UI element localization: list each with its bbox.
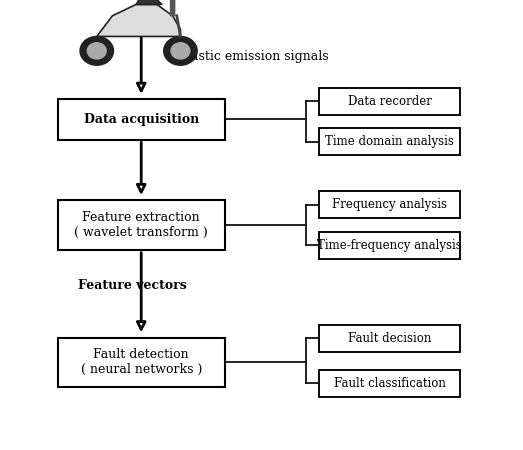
FancyBboxPatch shape: [319, 325, 460, 352]
Text: Time-frequency analysis: Time-frequency analysis: [317, 239, 462, 252]
FancyArrow shape: [168, 0, 177, 16]
FancyBboxPatch shape: [319, 88, 460, 115]
Polygon shape: [136, 0, 162, 4]
Circle shape: [164, 36, 197, 65]
Text: Feature vectors: Feature vectors: [78, 279, 187, 292]
Circle shape: [171, 43, 190, 59]
Text: Acoustic emission signals: Acoustic emission signals: [167, 50, 329, 63]
Text: Data acquisition: Data acquisition: [84, 113, 199, 126]
Circle shape: [87, 43, 106, 59]
FancyBboxPatch shape: [58, 338, 225, 387]
FancyBboxPatch shape: [319, 128, 460, 155]
FancyBboxPatch shape: [319, 191, 460, 218]
Polygon shape: [97, 4, 180, 36]
FancyBboxPatch shape: [319, 232, 460, 259]
FancyBboxPatch shape: [58, 200, 225, 250]
Text: Fault decision: Fault decision: [348, 332, 431, 345]
Text: Data recorder: Data recorder: [348, 95, 431, 108]
Text: Fault detection
( neural networks ): Fault detection ( neural networks ): [81, 348, 202, 376]
FancyBboxPatch shape: [58, 99, 225, 140]
Text: Feature extraction
( wavelet transform ): Feature extraction ( wavelet transform ): [74, 211, 208, 239]
Text: Time domain analysis: Time domain analysis: [325, 135, 454, 148]
Text: Frequency analysis: Frequency analysis: [332, 198, 447, 211]
FancyBboxPatch shape: [319, 370, 460, 397]
Circle shape: [80, 36, 113, 65]
Text: Fault classification: Fault classification: [334, 377, 446, 390]
